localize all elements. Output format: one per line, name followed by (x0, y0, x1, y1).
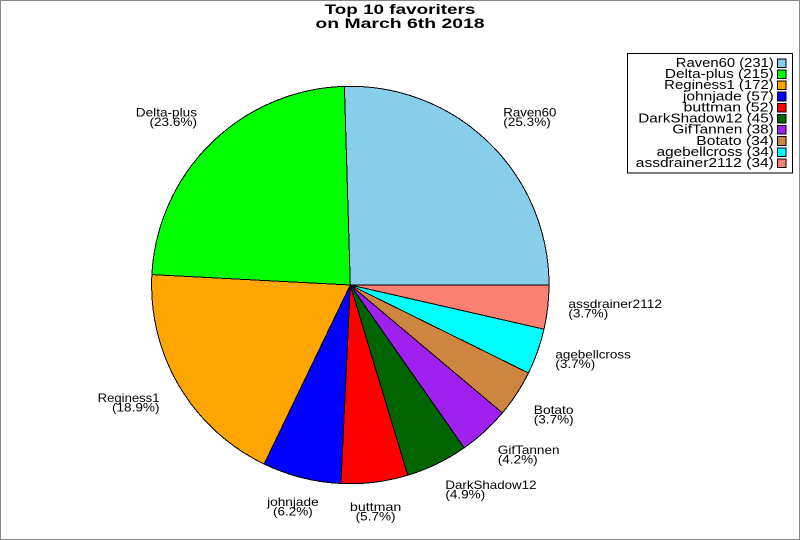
svg-text:agebellcross (34): agebellcross (34) (657, 145, 774, 159)
svg-text:(4.2%): (4.2%) (498, 453, 538, 467)
svg-text:Reginess1: Reginess1 (98, 391, 160, 405)
svg-text:agebellcross: agebellcross (555, 347, 630, 361)
svg-text:GifTannen (38): GifTannen (38) (672, 123, 773, 137)
svg-text:(6.2%): (6.2%) (273, 505, 313, 519)
svg-text:(25.3%): (25.3%) (503, 115, 551, 129)
svg-text:Botato: Botato (534, 403, 574, 417)
svg-text:Top 10 favoriters: Top 10 favoriters (325, 2, 476, 17)
svg-text:Delta-plus: Delta-plus (136, 105, 197, 119)
svg-text:(5.7%): (5.7%) (356, 509, 396, 523)
svg-text:GifTannen: GifTannen (498, 443, 560, 457)
svg-text:assdrainer2112: assdrainer2112 (568, 297, 662, 311)
svg-text:Raven60: Raven60 (503, 105, 556, 119)
svg-text:Delta-plus (215): Delta-plus (215) (665, 67, 774, 81)
svg-text:(3.7%): (3.7%) (568, 307, 608, 321)
svg-text:(3.7%): (3.7%) (534, 413, 574, 427)
svg-text:(4.9%): (4.9%) (445, 488, 485, 502)
svg-text:assdrainer2112 (34): assdrainer2112 (34) (636, 156, 774, 170)
svg-text:(23.6%): (23.6%) (150, 115, 198, 129)
svg-text:(3.7%): (3.7%) (555, 357, 595, 371)
svg-text:DarkShadow12 (45): DarkShadow12 (45) (638, 112, 774, 126)
svg-text:Raven60 (231): Raven60 (231) (676, 56, 774, 70)
svg-text:Botato (34): Botato (34) (696, 134, 774, 148)
svg-text:buttman (52): buttman (52) (684, 100, 774, 114)
svg-text:(18.9%): (18.9%) (112, 400, 160, 414)
svg-text:Reginess1 (172): Reginess1 (172) (664, 78, 774, 92)
svg-text:buttman: buttman (350, 500, 401, 514)
svg-text:johnjade (57): johnjade (57) (682, 89, 774, 103)
svg-text:on March 6th 2018: on March 6th 2018 (315, 16, 485, 31)
svg-text:DarkShadow12: DarkShadow12 (445, 478, 536, 492)
svg-text:johnjade: johnjade (266, 495, 319, 509)
